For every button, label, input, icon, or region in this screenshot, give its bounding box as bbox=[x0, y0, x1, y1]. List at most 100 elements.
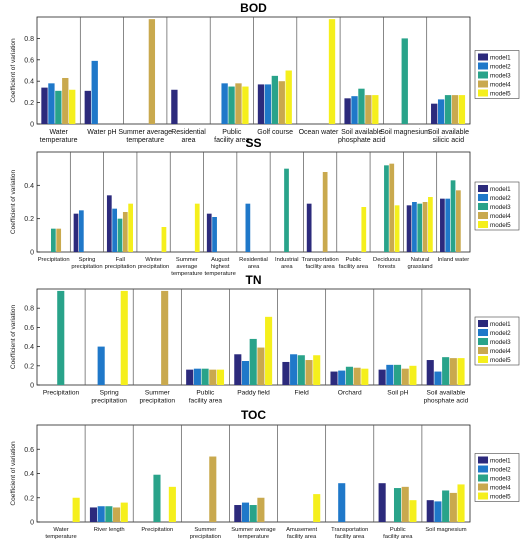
bar-model4 bbox=[56, 229, 61, 252]
legend-swatch bbox=[478, 185, 488, 192]
category-label: Inland water bbox=[438, 257, 470, 263]
legend-swatch bbox=[478, 212, 488, 219]
legend-label: model5 bbox=[490, 494, 511, 501]
y-axis-label: Coefficient of variation bbox=[10, 170, 17, 235]
bar-model4 bbox=[235, 83, 241, 124]
category-label: Water temperature bbox=[45, 527, 76, 540]
bar-model2 bbox=[290, 354, 297, 385]
bar-model4 bbox=[279, 81, 285, 124]
category-label: Transportation facility area bbox=[302, 257, 339, 270]
bar-model1 bbox=[171, 90, 177, 124]
bar-model1 bbox=[307, 204, 312, 252]
y-tick-label: 0 bbox=[30, 520, 34, 527]
bar-model2 bbox=[434, 372, 441, 385]
legend-label: model3 bbox=[490, 339, 511, 346]
bar-model4 bbox=[389, 164, 394, 252]
legend-swatch bbox=[478, 194, 488, 201]
category-label: Industrial area bbox=[275, 257, 299, 270]
y-tick-label: 0.2 bbox=[24, 495, 34, 502]
legend-swatch bbox=[478, 475, 488, 482]
bar-model1 bbox=[107, 195, 112, 252]
bar-model5 bbox=[395, 205, 400, 252]
bar-model5 bbox=[195, 204, 200, 252]
bar-model4 bbox=[450, 493, 457, 522]
bar-model2 bbox=[265, 84, 271, 124]
legend-swatch bbox=[478, 81, 488, 88]
y-tick-label: 0 bbox=[30, 383, 34, 390]
bar-model1 bbox=[85, 91, 91, 124]
bar-model2 bbox=[242, 361, 249, 385]
bar-model5 bbox=[128, 204, 133, 252]
bar-model1 bbox=[234, 505, 241, 522]
bar-model5 bbox=[69, 90, 75, 124]
bar-model5 bbox=[329, 19, 335, 124]
bar-model5 bbox=[162, 227, 167, 252]
bar-model1 bbox=[282, 362, 289, 385]
category-label: Soil available silicic acid bbox=[428, 129, 469, 144]
legend-label: model2 bbox=[490, 64, 511, 71]
panel-title: SS bbox=[245, 136, 261, 150]
category-label: Public facility area bbox=[339, 257, 369, 270]
bar-model2 bbox=[386, 365, 393, 385]
category-label: Precipitation bbox=[38, 257, 70, 263]
y-tick-label: 0.4 bbox=[24, 471, 34, 478]
bar-model4 bbox=[209, 457, 216, 522]
panel-title: TOC bbox=[241, 408, 266, 422]
bar-model1 bbox=[440, 199, 445, 252]
bar-model2 bbox=[338, 483, 345, 522]
bar-model4 bbox=[161, 291, 168, 385]
y-tick-label: 0.6 bbox=[24, 325, 34, 332]
bar-model5 bbox=[265, 317, 272, 385]
bar-model5 bbox=[73, 498, 80, 522]
bar-model5 bbox=[313, 355, 320, 385]
bar-model3 bbox=[202, 369, 209, 385]
bar-model5 bbox=[242, 87, 248, 124]
legend-label: model3 bbox=[490, 476, 511, 483]
y-tick-label: 0.4 bbox=[24, 344, 34, 351]
category-label: Residential area bbox=[239, 257, 268, 270]
bar-model2 bbox=[351, 96, 357, 124]
legend: model1 model2 model3 model4 model5 bbox=[475, 317, 519, 365]
bar-model1 bbox=[427, 360, 434, 385]
category-label: Deciduous forests bbox=[373, 257, 400, 270]
bar-model3 bbox=[153, 475, 160, 522]
bar-model2 bbox=[246, 204, 251, 252]
panel-bod: BOD 0 0.2 0.4 0.6 0.8 Coefficient of variation… bbox=[10, 1, 519, 144]
legend-swatch bbox=[478, 63, 488, 70]
category-label: Winter precipitation bbox=[138, 257, 169, 270]
bar-model1 bbox=[330, 372, 337, 385]
bar-model4 bbox=[113, 507, 120, 522]
plot-area bbox=[37, 152, 470, 252]
legend-swatch bbox=[478, 203, 488, 210]
category-label: Summer precipitation bbox=[190, 527, 221, 540]
legend-label: model5 bbox=[490, 91, 511, 98]
bar-model3 bbox=[394, 488, 401, 522]
category-label: Residential area bbox=[171, 129, 206, 144]
category-label: Water pH bbox=[87, 129, 116, 136]
bar-model2 bbox=[79, 210, 84, 252]
bar-model2 bbox=[445, 199, 450, 252]
category-label: Ocean water bbox=[299, 129, 339, 136]
bar-model2 bbox=[98, 506, 105, 522]
y-tick-label: 0.4 bbox=[24, 183, 34, 190]
category-label: Summer precipitation bbox=[139, 390, 175, 405]
y-tick-label: 0.2 bbox=[24, 216, 34, 223]
category-label: Precipitation bbox=[43, 390, 80, 397]
bar-model1 bbox=[407, 205, 412, 252]
category-label: Precipitation bbox=[141, 527, 173, 533]
bar-model5 bbox=[121, 503, 128, 522]
bar-model2 bbox=[221, 83, 227, 124]
legend-label: model5 bbox=[490, 357, 511, 364]
legend-label: model1 bbox=[490, 55, 511, 62]
bar-model5 bbox=[459, 95, 465, 124]
bar-model3 bbox=[451, 180, 456, 252]
bar-model5 bbox=[372, 95, 378, 124]
category-label: Summer average temperature bbox=[171, 257, 202, 277]
bar-model4 bbox=[452, 95, 458, 124]
y-tick-label: 0.4 bbox=[24, 79, 34, 86]
bar-model4 bbox=[365, 95, 371, 124]
category-label: Natural grassland bbox=[407, 257, 432, 270]
legend-swatch bbox=[478, 484, 488, 491]
bar-model4 bbox=[402, 487, 409, 522]
legend-swatch bbox=[478, 72, 488, 79]
